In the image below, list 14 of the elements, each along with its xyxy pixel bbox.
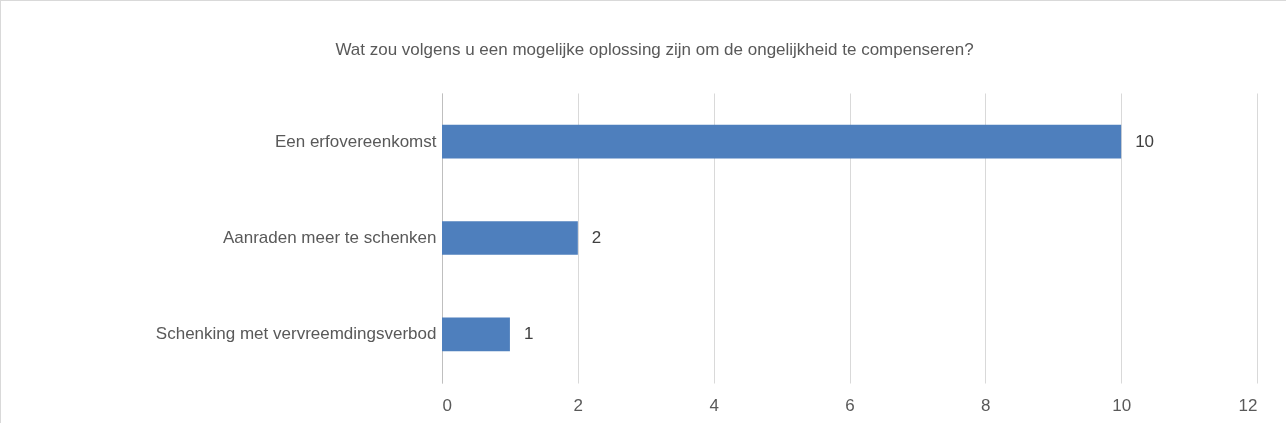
x-tick-label: 0 (442, 395, 452, 415)
x-tick-label: 8 (981, 395, 991, 415)
x-tick-label: 2 (573, 395, 584, 415)
x-tick-label: 12 (1238, 395, 1258, 415)
y-tick-label: Aanraden meer te schenken (222, 228, 437, 247)
x-tick-label: 6 (845, 395, 855, 415)
data-label: 1 (523, 324, 534, 344)
x-tick-label: 4 (709, 395, 719, 415)
chart-title: Wat zou volgens u een mogelijke oplossing zijn om de ongelijkheid te compenseren? (335, 40, 974, 59)
data-label: 2 (591, 228, 602, 247)
x-tick-label: 10 (1112, 395, 1132, 415)
y-tick-label: Een erfovereenkomst (274, 131, 437, 151)
y-tick-label: Schenking met vervreemdingsverbod (155, 324, 437, 344)
data-label: 10 (1135, 131, 1155, 151)
